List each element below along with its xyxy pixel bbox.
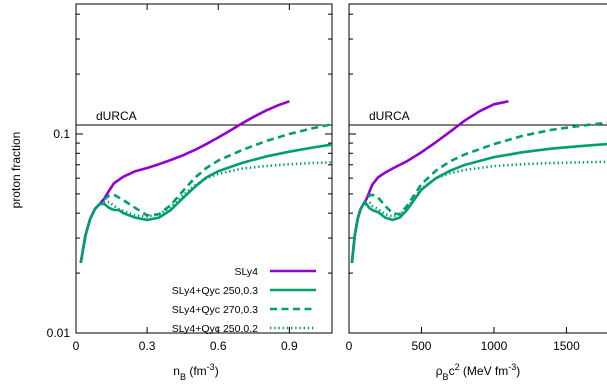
xlabel-sub: B xyxy=(180,372,186,382)
y-tick-label: 0.01 xyxy=(47,326,71,340)
series-group xyxy=(79,100,332,264)
legend-label: SLy4 xyxy=(234,266,258,278)
xlabel-base: ρ xyxy=(436,364,443,378)
series-line-sly4-qyc-270-0-3 xyxy=(350,121,607,264)
right-panel: 0 500 1000 1500 dURCA ρBc2 (MeV fm-3) xyxy=(346,3,607,382)
legend-label: SLy4+Qyc 270,0.3 xyxy=(172,304,258,316)
x-tick-label: 0.3 xyxy=(139,339,156,353)
xlabel-base: n xyxy=(173,364,180,378)
xlabel-sup: -3 xyxy=(207,362,215,372)
durca-label: dURCA xyxy=(96,109,137,123)
x-tick-label: 1500 xyxy=(553,339,580,353)
x-tick-label: 500 xyxy=(411,339,431,353)
xlabel-units: (fm xyxy=(186,364,207,378)
legend: SLy4 SLy4+Qyc 250,0.3 SLy4+Qyc 270,0.3 SLy4… xyxy=(172,266,316,335)
xlabel-units: (MeV fm xyxy=(460,364,509,378)
x-axis-label: ρBc2 (MeV fm-3) xyxy=(436,362,521,382)
x-tick-label: 0 xyxy=(346,339,353,353)
left-panel: 0 0.3 0.6 0.9 0.01 0.1 dURCA nB (fm-3) SLy4 SLy4+… xyxy=(47,3,333,382)
x-tick-label: 0.6 xyxy=(210,339,227,353)
legend-label: SLy4+Qyc 250,0.3 xyxy=(172,285,258,297)
x-tick-label: 1000 xyxy=(481,339,508,353)
xlabel-mid: c xyxy=(449,364,455,378)
xlabel-sup: 2 xyxy=(455,362,460,372)
x-tick-label: 0.9 xyxy=(281,339,298,353)
plot-frame xyxy=(348,3,607,334)
legend-label: SLy4+Qyc 250,0.2 xyxy=(172,323,258,335)
y-axis-label: proton fraction xyxy=(9,132,23,209)
xlabel-units-end: ) xyxy=(215,364,219,378)
durca-label: dURCA xyxy=(369,109,410,123)
x-tick-label: 0 xyxy=(73,339,80,353)
series-line-sly4 xyxy=(79,100,290,264)
xlabel-sup-2: -3 xyxy=(508,362,516,372)
xlabel-units-end: ) xyxy=(516,364,520,378)
y-tick-label: 0.1 xyxy=(53,127,70,141)
series-line-sly4-qyc-250-0-3 xyxy=(79,143,332,264)
series-group xyxy=(350,100,607,264)
series-line-sly4-qyc-250-0-2 xyxy=(79,161,332,264)
series-line-sly4-qyc-250-0-3 xyxy=(350,142,607,264)
x-axis-label: nB (fm-3) xyxy=(173,362,218,382)
xlabel-sub: B xyxy=(443,372,449,382)
series-line-sly4-qyc-250-0-2 xyxy=(350,160,607,264)
